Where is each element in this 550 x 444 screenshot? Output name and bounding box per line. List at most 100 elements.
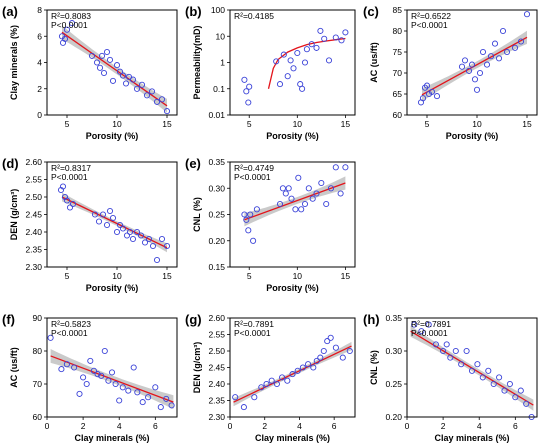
data-point <box>57 186 65 194</box>
y-tick-label: 2.40 <box>25 227 42 237</box>
data-point <box>99 211 107 218</box>
regression-line <box>233 345 352 403</box>
data-point <box>153 256 161 264</box>
data-point <box>313 44 320 51</box>
data-point <box>251 394 258 401</box>
y-tick-label: 2.30 <box>25 262 42 272</box>
data-point <box>137 232 145 239</box>
data-point <box>465 67 473 74</box>
y-tick-label: 2.55 <box>208 330 225 340</box>
data-point <box>245 99 252 106</box>
data-point <box>279 374 286 381</box>
x-tick-label: 6 <box>153 421 158 431</box>
data-point <box>411 321 418 328</box>
data-point <box>119 384 126 391</box>
data-point <box>153 98 161 105</box>
x-axis-label: Porosity (%) <box>86 131 139 141</box>
y-tick-label: 0.20 <box>385 412 402 422</box>
data-point <box>479 48 487 56</box>
data-point <box>116 68 124 75</box>
data-point <box>517 38 525 45</box>
y-tick-label: 60 <box>393 110 403 120</box>
x-tick-label: 0 <box>228 421 233 431</box>
data-point <box>168 402 175 409</box>
data-point <box>90 367 97 374</box>
panel-label: (a) <box>2 4 18 19</box>
data-point <box>273 58 280 65</box>
y-tick-label: 2.35 <box>208 396 225 406</box>
data-point <box>71 364 78 371</box>
x-tick-label: 4 <box>477 421 482 431</box>
data-point <box>63 197 71 204</box>
x-tick-label: 4 <box>117 421 122 431</box>
data-point <box>98 52 106 59</box>
data-point <box>523 11 531 18</box>
stat-text: P<0.0001 <box>51 172 88 182</box>
data-point <box>98 372 105 379</box>
data-point <box>103 48 111 56</box>
data-point <box>125 387 132 394</box>
data-point <box>253 206 260 213</box>
y-tick-label: 2.40 <box>208 379 225 389</box>
data-point <box>308 41 315 48</box>
x-tick-label: 15 <box>341 271 351 281</box>
x-axis-label: Clay minerals (%) <box>255 433 330 443</box>
data-point <box>109 77 117 84</box>
y-tick-label: 70 <box>393 68 403 78</box>
data-point <box>425 321 432 328</box>
x-tick-label: 4 <box>297 421 302 431</box>
y-tick-label: 2.50 <box>25 192 42 202</box>
stat-text: R²=0.8317 <box>51 163 91 173</box>
data-point <box>327 185 335 192</box>
y-tick-label: 85 <box>393 5 403 15</box>
data-point <box>512 394 519 401</box>
data-point <box>299 85 306 92</box>
data-point <box>338 37 345 44</box>
data-point <box>141 239 149 246</box>
y-tick-label: 0.1 <box>213 84 225 94</box>
data-point <box>421 84 429 91</box>
data-point <box>523 400 530 407</box>
data-point <box>268 377 275 384</box>
x-axis-label: Porosity (%) <box>446 131 499 141</box>
data-point <box>63 361 70 368</box>
plot-frame <box>406 317 538 418</box>
data-point <box>471 76 479 83</box>
y-tick-label: 4 <box>37 58 42 68</box>
data-point <box>106 207 114 215</box>
y-tick-label: 1 <box>220 58 225 68</box>
y-axis-label: Clay minerals (%) <box>9 25 19 100</box>
x-tick-label: 2 <box>441 421 446 431</box>
panel-label: (h) <box>363 312 380 327</box>
stat-text: R²=0.4749 <box>234 163 274 173</box>
data-point <box>299 364 306 371</box>
data-point <box>288 195 295 202</box>
data-point <box>503 48 511 56</box>
x-tick-label: 5 <box>247 119 252 129</box>
data-point <box>108 369 116 376</box>
chart-panel-8: (h) 0 2 4 6 0.20 0.25 0.30 0.35 R²=0.7891P<0.0001… <box>363 312 538 443</box>
stat-text: R²=0.5823 <box>51 319 91 329</box>
data-point <box>247 211 254 218</box>
x-axis-label: Porosity (%) <box>266 131 319 141</box>
regression-line <box>61 196 168 249</box>
data-point <box>80 374 87 381</box>
data-point <box>279 185 286 192</box>
chart-panel-5: (e) 5 10 15 0.15 0.20 0.25 0.30 0.35 R²=0.4749P<0… <box>185 156 356 293</box>
data-point <box>342 164 349 171</box>
panel-label: (b) <box>185 4 202 19</box>
data-point <box>473 86 481 93</box>
data-point <box>463 347 470 355</box>
y-tick-label: 80 <box>33 346 43 356</box>
data-point <box>458 63 466 70</box>
y-tick-label: 2.35 <box>25 245 42 255</box>
x-tick-label: 15 <box>162 119 172 129</box>
data-point <box>418 328 425 335</box>
data-point <box>157 404 164 411</box>
y-tick-label: 0.01 <box>208 110 225 120</box>
data-point <box>116 221 124 229</box>
data-point <box>325 57 333 64</box>
data-point <box>76 390 83 397</box>
